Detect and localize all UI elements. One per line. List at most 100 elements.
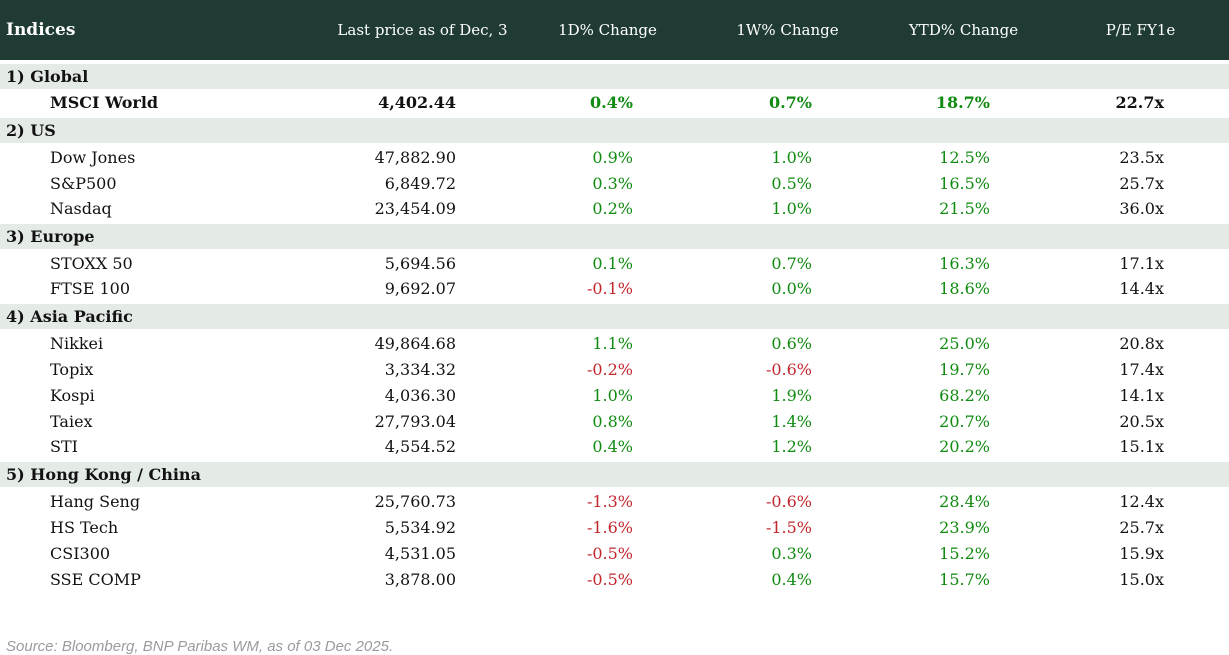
- pe-cell: 12.4x: [1119, 492, 1164, 511]
- pe-cell: 14.4x: [1119, 278, 1164, 298]
- table-row: Kospi 4,036.30 1.0% 1.9% 68.2% 14.1x: [0, 382, 1229, 408]
- table-row: STI 4,554.52 0.4% 1.2% 20.2% 15.1x: [0, 434, 1229, 460]
- table-row: Taiex 27,793.04 0.8% 1.4% 20.7% 20.5x: [0, 408, 1229, 434]
- index-name-cell: SSE COMP: [50, 569, 141, 589]
- index-name-cell: S&P500: [50, 173, 117, 193]
- ytd-change-cell: 19.7%: [939, 359, 990, 379]
- 1d-change-cell: 0.1%: [592, 254, 633, 273]
- ytd-change-cell: 15.7%: [939, 569, 990, 589]
- section-label: 3) Europe: [0, 220, 1229, 251]
- 1d-change-cell: 0.3%: [592, 173, 633, 193]
- pe-cell: 25.7x: [1119, 173, 1164, 193]
- last-price-cell: 47,882.90: [374, 148, 456, 167]
- section-row: 1) Global: [0, 60, 1229, 91]
- last-price-cell: 3,334.32: [384, 359, 456, 379]
- table-row: Nikkei 49,864.68 1.1% 0.6% 25.0% 20.8x: [0, 330, 1229, 356]
- 1w-change-cell: -0.6%: [765, 359, 812, 379]
- 1w-change-cell: 0.7%: [768, 93, 812, 112]
- ytd-change-cell: 18.6%: [939, 278, 990, 298]
- pe-cell: 14.1x: [1119, 385, 1164, 405]
- 1d-change-cell: 0.8%: [592, 411, 633, 431]
- 1d-change-cell: 0.9%: [592, 148, 633, 167]
- column-header-1d-change: 1D% Change: [558, 21, 657, 39]
- index-name-cell: HS Tech: [50, 517, 119, 537]
- last-price-cell: 23,454.09: [374, 198, 456, 218]
- last-price-cell: 4,036.30: [384, 385, 456, 405]
- ytd-change-cell: 68.2%: [939, 385, 990, 405]
- 1d-change-cell: -0.5%: [586, 543, 633, 563]
- last-price-cell: 4,531.05: [384, 543, 456, 563]
- source-note: Source: Bloomberg, BNP Paribas WM, as of…: [6, 638, 394, 655]
- table-row: S&P500 6,849.72 0.3% 0.5% 16.5% 25.7x: [0, 170, 1229, 196]
- 1w-change-cell: 0.4%: [771, 569, 812, 589]
- 1w-change-cell: 0.3%: [771, 543, 812, 563]
- table-row: SSE COMP 3,878.00 -0.5% 0.4% 15.7% 15.0x: [0, 566, 1229, 592]
- 1d-change-cell: -1.6%: [586, 517, 633, 537]
- 1w-change-cell: 1.2%: [771, 436, 812, 456]
- pe-cell: 36.0x: [1119, 198, 1164, 218]
- index-name-cell: Topix: [50, 359, 94, 379]
- 1d-change-cell: -0.5%: [586, 569, 633, 589]
- last-price-cell: 6,849.72: [384, 173, 456, 193]
- index-name-cell: STOXX 50: [50, 254, 133, 273]
- last-price-cell: 4,402.44: [378, 93, 456, 112]
- index-name-cell: Hang Seng: [50, 492, 141, 511]
- 1d-change-cell: 0.4%: [589, 93, 633, 112]
- ytd-change-cell: 21.5%: [939, 198, 990, 218]
- pe-cell: 15.9x: [1119, 543, 1164, 563]
- column-header-pe: P/E FY1e: [1105, 21, 1176, 39]
- last-price-cell: 5,534.92: [384, 517, 456, 537]
- pe-cell: 15.1x: [1119, 436, 1164, 456]
- index-name-cell: CSI300: [50, 543, 111, 563]
- 1d-change-cell: 0.4%: [592, 436, 633, 456]
- 1w-change-cell: -0.6%: [765, 492, 812, 511]
- 1d-change-cell: 1.1%: [592, 334, 633, 353]
- table-row: Topix 3,334.32 -0.2% -0.6% 19.7% 17.4x: [0, 356, 1229, 382]
- last-price-cell: 3,878.00: [384, 569, 456, 589]
- table-row: FTSE 100 9,692.07 -0.1% 0.0% 18.6% 14.4x: [0, 276, 1229, 302]
- section-row: 2) US: [0, 114, 1229, 145]
- ytd-change-cell: 23.9%: [939, 517, 990, 537]
- 1w-change-cell: 0.6%: [771, 334, 812, 353]
- index-name-cell: Kospi: [50, 385, 95, 405]
- pe-cell: 23.5x: [1119, 148, 1164, 167]
- 1w-change-cell: 0.5%: [771, 173, 812, 193]
- index-name-cell: STI: [50, 436, 78, 456]
- section-label: 5) Hong Kong / China: [0, 458, 1229, 489]
- column-header-last-price: Last price as of Dec, 3: [337, 21, 508, 39]
- 1w-change-cell: 1.9%: [771, 385, 812, 405]
- table-row: Hang Seng 25,760.73 -1.3% -0.6% 28.4% 12.4x: [0, 488, 1229, 514]
- 1d-change-cell: -0.2%: [586, 359, 633, 379]
- 1d-change-cell: -0.1%: [586, 278, 633, 298]
- table-row: STOXX 50 5,694.56 0.1% 0.7% 16.3% 17.1x: [0, 250, 1229, 276]
- section-label: 2) US: [0, 114, 1229, 145]
- index-name-cell: Taiex: [50, 411, 93, 431]
- 1w-change-cell: 1.4%: [771, 411, 812, 431]
- column-header-ytd-change: YTD% Change: [908, 21, 1019, 39]
- 1w-change-cell: 1.0%: [771, 198, 812, 218]
- 1w-change-cell: -1.5%: [765, 517, 812, 537]
- pe-cell: 17.1x: [1119, 254, 1164, 273]
- 1w-change-cell: 1.0%: [771, 148, 812, 167]
- last-price-cell: 5,694.56: [384, 254, 456, 273]
- 1w-change-cell: 0.0%: [771, 278, 812, 298]
- table-row: CSI300 4,531.05 -0.5% 0.3% 15.2% 15.9x: [0, 540, 1229, 566]
- column-header-1w-change: 1W% Change: [736, 21, 839, 39]
- index-name-cell: Nikkei: [50, 334, 104, 353]
- table-row: Dow Jones 47,882.90 0.9% 1.0% 12.5% 23.5x: [0, 144, 1229, 170]
- ytd-change-cell: 20.7%: [939, 411, 990, 431]
- indices-table: Indices Last price as of Dec, 3 1D% Chan…: [0, 0, 1229, 592]
- index-name-cell: FTSE 100: [50, 278, 131, 298]
- index-name-cell: Nasdaq: [50, 198, 112, 218]
- pe-cell: 20.5x: [1119, 411, 1164, 431]
- ytd-change-cell: 28.4%: [939, 492, 990, 511]
- column-header-indices: Indices: [6, 20, 76, 40]
- ytd-change-cell: 20.2%: [939, 436, 990, 456]
- last-price-cell: 9,692.07: [384, 278, 456, 298]
- 1w-change-cell: 0.7%: [771, 254, 812, 273]
- section-row: 5) Hong Kong / China: [0, 458, 1229, 489]
- ytd-change-cell: 16.5%: [939, 173, 990, 193]
- index-name-cell: MSCI World: [50, 93, 159, 112]
- table-row: HS Tech 5,534.92 -1.6% -1.5% 23.9% 25.7x: [0, 514, 1229, 540]
- ytd-change-cell: 12.5%: [939, 148, 990, 167]
